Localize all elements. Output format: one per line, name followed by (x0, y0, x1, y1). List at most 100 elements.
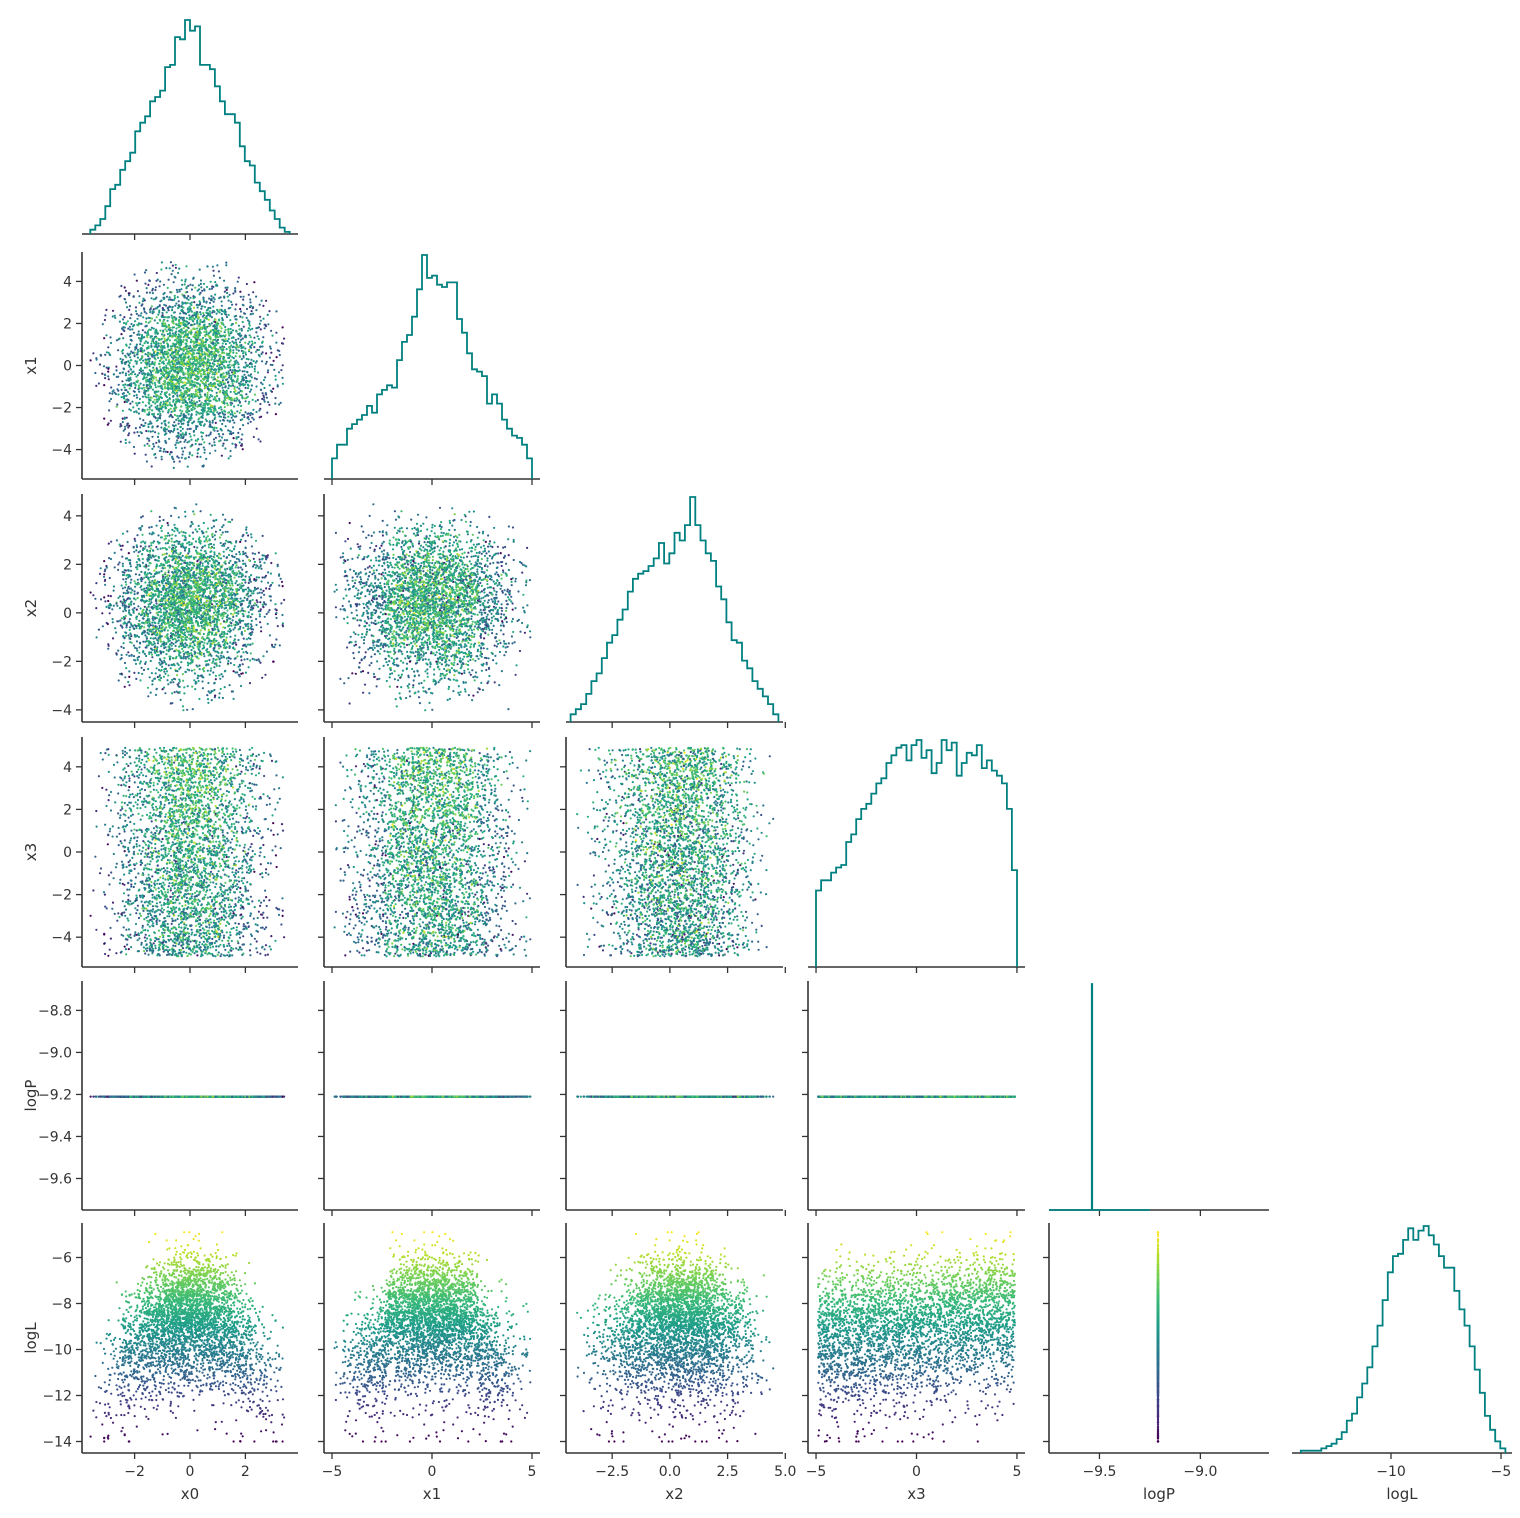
scatter-point (162, 406, 164, 408)
scatter-point (178, 383, 180, 385)
scatter-point (252, 291, 254, 293)
scatter-point (157, 372, 159, 374)
scatter-point (144, 359, 146, 361)
scatter-point (159, 285, 161, 287)
scatter-point (138, 408, 140, 410)
scatter-point (107, 375, 109, 377)
scatter-point (126, 417, 128, 419)
scatter-point (164, 380, 166, 382)
scatter-point (213, 441, 215, 443)
scatter-point (137, 402, 139, 404)
scatter-point (176, 392, 178, 394)
scatter-point (249, 325, 251, 327)
scatter-point (176, 324, 178, 326)
scatter-point (197, 366, 199, 368)
scatter-point (250, 352, 252, 354)
scatter-point (161, 456, 163, 458)
scatter-point (164, 392, 166, 394)
panel-x0-vs-x0 (82, 20, 298, 240)
scatter-point (152, 389, 154, 391)
scatter-point (177, 296, 179, 298)
scatter-point (190, 341, 192, 343)
scatter-point (233, 405, 235, 407)
scatter-point (161, 391, 163, 393)
scatter-point (224, 413, 226, 415)
scatter-point (246, 283, 248, 285)
scatter-point (141, 356, 143, 358)
scatter-point (133, 295, 135, 297)
scatter-point (267, 371, 269, 373)
scatter-point (205, 312, 207, 314)
scatter-point (212, 420, 214, 422)
scatter-point (209, 433, 211, 435)
scatter-point (195, 375, 197, 377)
scatter-point (261, 360, 263, 362)
scatter-point (212, 306, 214, 308)
scatter-point (158, 399, 160, 401)
scatter-point (265, 325, 267, 327)
scatter-point (154, 399, 156, 401)
scatter-point (193, 307, 195, 309)
scatter-point (259, 403, 261, 405)
scatter-point (233, 366, 235, 368)
scatter-point (215, 336, 217, 338)
scatter-point (175, 447, 177, 449)
scatter-point (262, 392, 264, 394)
scatter-point (185, 401, 187, 403)
scatter-point (234, 291, 236, 293)
scatter-point (253, 418, 255, 420)
scatter-point (250, 359, 252, 361)
scatter-point (128, 432, 130, 434)
scatter-point (131, 328, 133, 330)
scatter-point (207, 307, 209, 309)
scatter-point (278, 403, 280, 405)
scatter-point (231, 323, 233, 325)
scatter-point (222, 433, 224, 435)
scatter-point (175, 407, 177, 409)
scatter-point (262, 305, 264, 307)
scatter-point (231, 443, 233, 445)
scatter-point (219, 325, 221, 327)
scatter-point (137, 290, 139, 292)
scatter-point (221, 300, 223, 302)
scatter-point (231, 397, 233, 399)
scatter-point (230, 375, 232, 377)
scatter-point (187, 295, 189, 297)
scatter-point (109, 354, 111, 356)
scatter-point (150, 335, 152, 337)
scatter-point (119, 358, 121, 360)
scatter-point (92, 352, 94, 354)
scatter-point (229, 355, 231, 357)
scatter-point (191, 422, 193, 424)
scatter-point (247, 396, 249, 398)
scatter-point (235, 390, 237, 392)
scatter-point (146, 287, 148, 289)
scatter-point (264, 327, 266, 329)
scatter-point (198, 284, 200, 286)
scatter-point (270, 352, 272, 354)
scatter-point (224, 417, 226, 419)
scatter-point (254, 342, 256, 344)
scatter-point (184, 439, 186, 441)
scatter-point (269, 384, 271, 386)
scatter-point (174, 295, 176, 297)
scatter-point (200, 313, 202, 315)
scatter-point (161, 458, 163, 460)
scatter-point (182, 401, 184, 403)
scatter-point (130, 314, 132, 316)
scatter-point (254, 394, 256, 396)
scatter-point (188, 347, 190, 349)
scatter-point (145, 396, 147, 398)
scatter-point (160, 373, 162, 375)
scatter-point (201, 305, 203, 307)
scatter-point (245, 393, 247, 395)
scatter-point (221, 429, 223, 431)
scatter-point (129, 305, 131, 307)
scatter-point (198, 317, 200, 319)
scatter-point (125, 439, 127, 441)
scatter-point (218, 319, 220, 321)
scatter-point (215, 344, 217, 346)
scatter-point (168, 393, 170, 395)
scatter-point (194, 287, 196, 289)
scatter-point (203, 446, 205, 448)
